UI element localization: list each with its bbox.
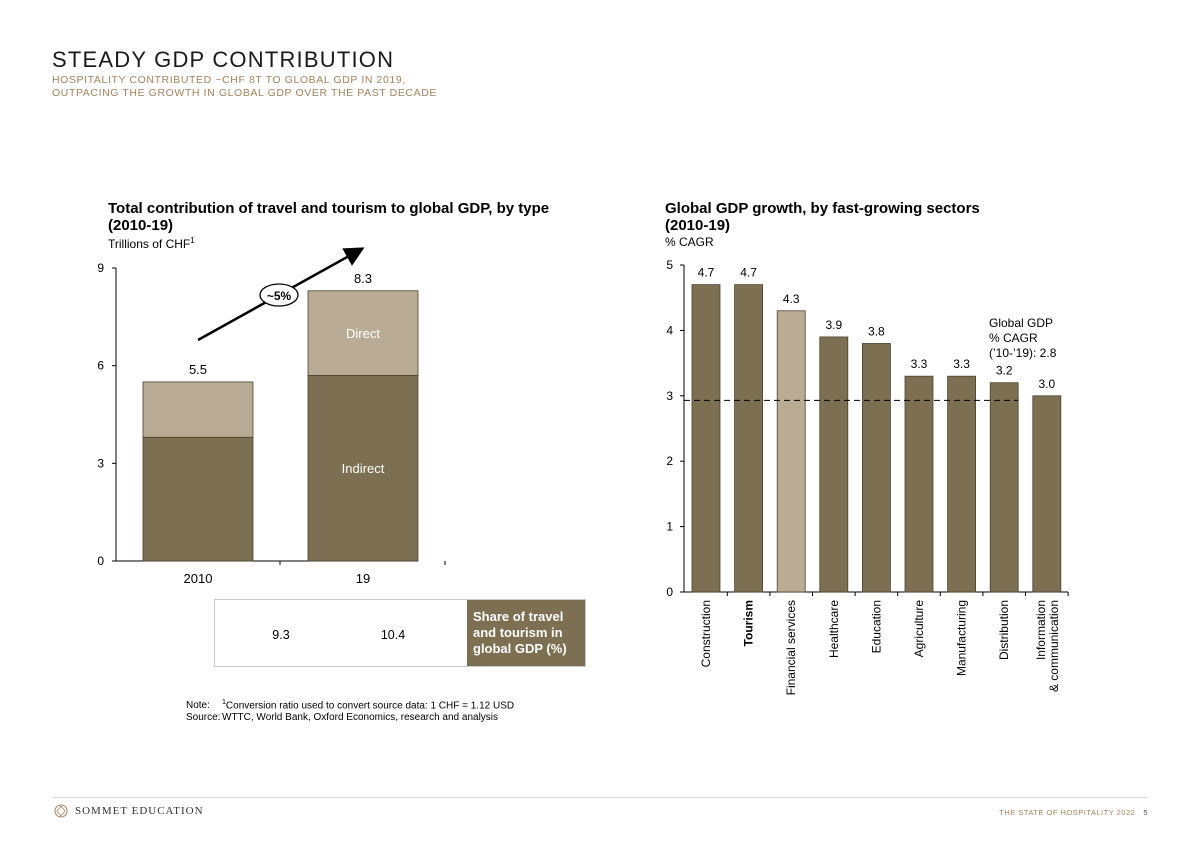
- left-bar-direct-19: [307, 290, 419, 376]
- share-table: 9.3 10.4 Share of travel and tourism in …: [214, 599, 586, 667]
- left-chart-unit-sup: 1: [190, 236, 195, 245]
- page-number: 5: [1143, 808, 1148, 817]
- report-name: THE STATE OF HOSPITALITY 2022: [999, 808, 1136, 817]
- report-footer: THE STATE OF HOSPITALITY 2022 5: [999, 808, 1148, 817]
- left-total-label: 8.3: [354, 271, 372, 286]
- left-x-tick-label: 2010: [184, 571, 213, 586]
- share-value-2010: 9.3: [272, 628, 290, 642]
- source-row: Source: WTTC, World Bank, Oxford Economic…: [186, 712, 514, 724]
- left-chart-title-line2: (2010-19): [108, 217, 174, 234]
- brand-name: SOMMET EDUCATION: [75, 805, 204, 817]
- left-x-tick-label: 19: [356, 571, 370, 586]
- left-chart-title: Total contribution of travel and tourism…: [108, 200, 549, 234]
- note-label: Note:: [186, 700, 210, 712]
- left-bar-indirect-2010: [142, 436, 254, 562]
- notes: Note: 1Conversion ratio used to convert s…: [186, 697, 514, 724]
- brand: SOMMET EDUCATION: [54, 804, 204, 818]
- left-bar-direct-2010: [142, 381, 254, 438]
- right-chart-title-line1: Global GDP growth, by fast-growing secto…: [665, 200, 980, 217]
- left-total-label: 5.5: [189, 362, 207, 377]
- note-text: Conversion ratio used to convert source …: [225, 700, 515, 712]
- cagr-label: ~5%: [267, 289, 292, 303]
- left-chart-unit: Trillions of CHF1: [108, 236, 195, 251]
- left-y-tick-label: 6: [97, 359, 104, 373]
- footer-divider: [52, 797, 1148, 798]
- left-segment-label-indirect: Indirect: [342, 461, 385, 476]
- page-subtitle-line1: HOSPITALITY CONTRIBUTED ~CHF 8T TO GLOBA…: [52, 74, 406, 86]
- note-sup: 1: [222, 699, 226, 706]
- page-subtitle-line2: OUTPACING THE GROWTH IN GLOBAL GDP OVER …: [52, 87, 438, 99]
- left-bar-indirect-19: [307, 375, 419, 562]
- brand-logo-icon: [54, 804, 68, 818]
- page-title: STEADY GDP CONTRIBUTION: [52, 47, 395, 72]
- left-chart-title-line1: Total contribution of travel and tourism…: [108, 200, 550, 217]
- source-label: Source:: [186, 712, 221, 724]
- right-chart-title-line2: (2010-19): [665, 217, 731, 234]
- left-chart-unit-text: Trillions of CHF: [108, 237, 191, 251]
- right-chart-title: Global GDP growth, by fast-growing secto…: [665, 200, 980, 234]
- note-row: Note: 1Conversion ratio used to convert s…: [186, 697, 514, 712]
- left-segment-label-direct: Direct: [346, 326, 380, 341]
- source-text: WTTC, World Bank, Oxford Economics, rese…: [222, 712, 499, 724]
- right-chart-unit: % CAGR: [665, 235, 714, 249]
- left-y-tick-label: 3: [97, 456, 104, 470]
- share-label: Share of travel and tourism in global GD…: [467, 600, 585, 666]
- left-y-tick-label: 0: [97, 554, 104, 568]
- left-y-tick-label: 9: [97, 261, 104, 275]
- cagr-ellipse: [259, 283, 299, 307]
- share-value-2019: 10.4: [380, 628, 406, 642]
